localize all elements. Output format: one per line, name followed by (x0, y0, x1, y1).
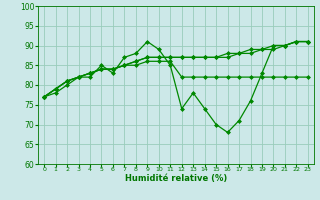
X-axis label: Humidité relative (%): Humidité relative (%) (125, 174, 227, 183)
